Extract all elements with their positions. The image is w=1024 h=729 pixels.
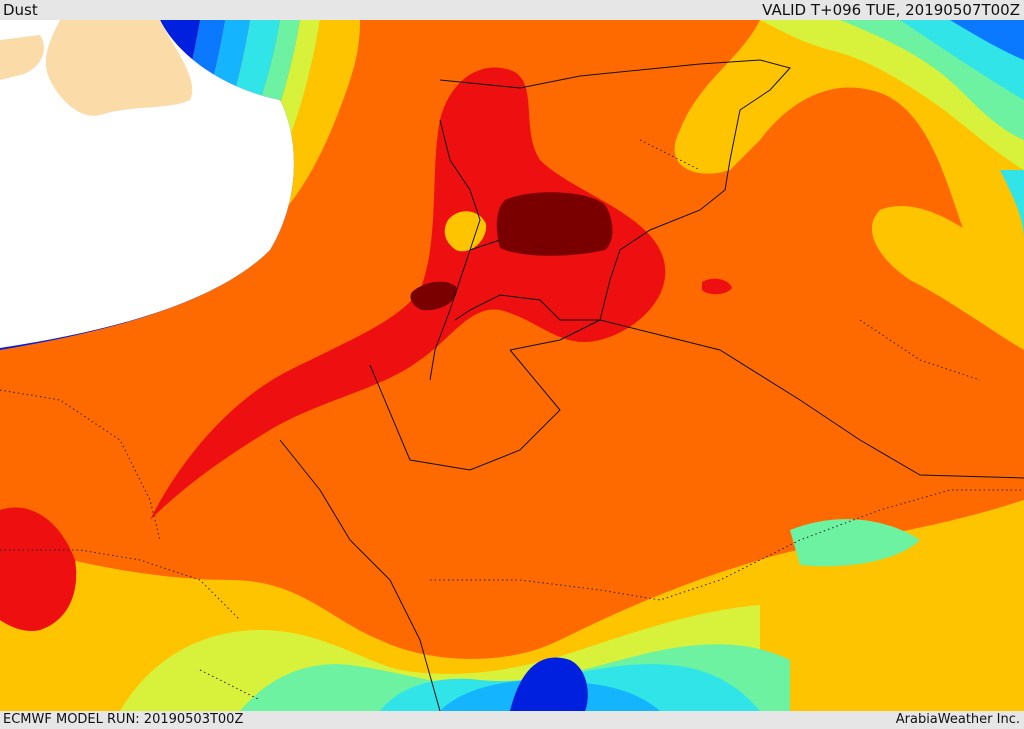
land-anatolia xyxy=(45,20,193,116)
field-red-plume xyxy=(150,67,666,520)
field-red-west xyxy=(0,507,77,632)
field-cyan-right xyxy=(1000,170,1024,240)
border-dotted xyxy=(0,139,1024,701)
field-blue-south xyxy=(510,657,588,711)
map-footer: ECMWF MODEL RUN: 20190503T00Z ArabiaWeat… xyxy=(0,711,1024,729)
field-yellow-right xyxy=(871,205,1024,350)
field-darkred-core xyxy=(496,192,613,256)
field-darkred-small xyxy=(410,281,458,311)
field-green-east-south xyxy=(790,519,920,567)
provider-credit: ArabiaWeather Inc. xyxy=(895,712,1020,727)
valid-time-label: VALID T+096 TUE, 20190507T00Z xyxy=(762,1,1020,19)
field-yellow-top xyxy=(330,20,1024,290)
field-red-spot xyxy=(702,278,732,295)
product-title: Dust xyxy=(3,1,38,19)
field-blue-tr xyxy=(950,20,1024,60)
land-greek-islands xyxy=(0,35,44,80)
field-yellow-spot xyxy=(444,211,487,252)
model-run-label: ECMWF MODEL RUN: 20190503T00Z xyxy=(3,712,244,727)
dust-forecast-map xyxy=(0,20,1024,711)
border-lines xyxy=(279,59,1024,711)
map-header: Dust VALID T+096 TUE, 20190507T00Z xyxy=(0,0,1024,20)
